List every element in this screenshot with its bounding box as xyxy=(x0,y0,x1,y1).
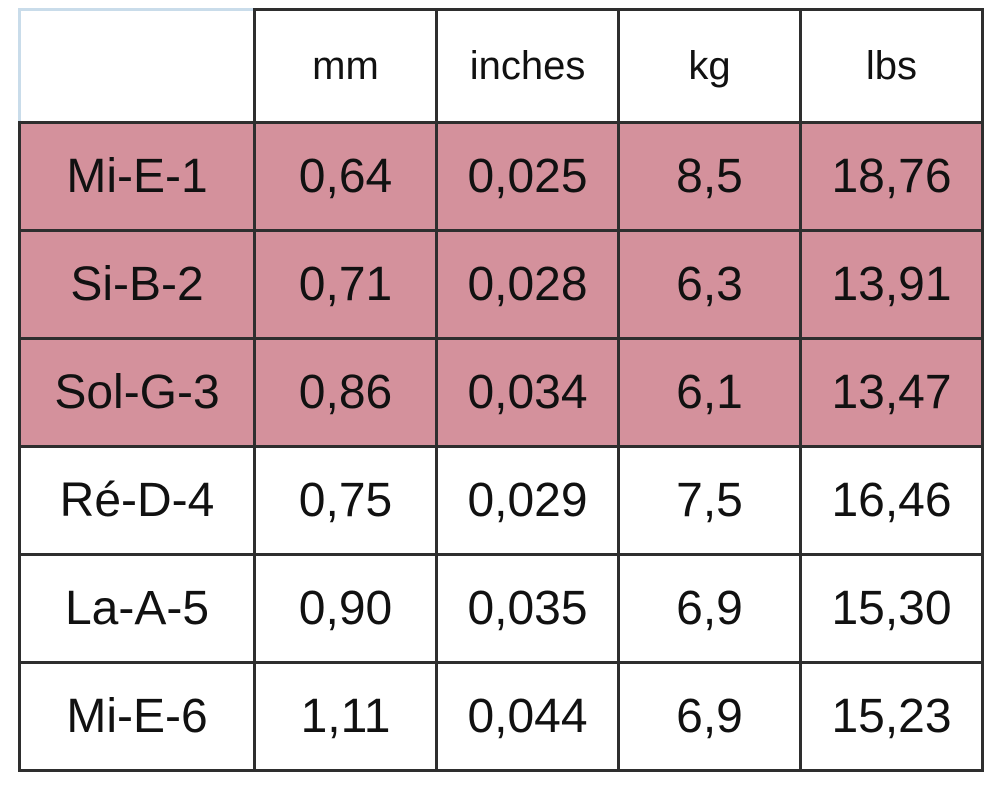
table-row: Mi-E-1 0,64 0,025 8,5 18,76 xyxy=(18,121,984,232)
header-cell: mm xyxy=(253,8,438,124)
value-cell: 0,75 xyxy=(253,445,438,556)
value-cell: 8,5 xyxy=(617,121,802,232)
value-cell: 0,025 xyxy=(435,121,620,232)
row-label: Ré-D-4 xyxy=(18,445,256,556)
table-row: Si-B-2 0,71 0,028 6,3 13,91 xyxy=(18,229,984,340)
value-cell: 0,90 xyxy=(253,553,438,664)
value-cell: 13,91 xyxy=(799,229,984,340)
value-cell: 0,028 xyxy=(435,229,620,340)
value-cell: 15,23 xyxy=(799,661,984,772)
header-row: mm inches kg lbs xyxy=(18,8,984,124)
header-cell: lbs xyxy=(799,8,984,124)
row-label: Mi-E-1 xyxy=(18,121,256,232)
data-table: mm inches kg lbs Mi-E-1 0,64 0,025 8,5 18,76 Si-… xyxy=(18,8,984,772)
corner-cell xyxy=(18,8,256,124)
value-cell: 6,1 xyxy=(617,337,802,448)
value-cell: 6,3 xyxy=(617,229,802,340)
value-cell: 0,86 xyxy=(253,337,438,448)
value-cell: 0,035 xyxy=(435,553,620,664)
value-cell: 15,30 xyxy=(799,553,984,664)
value-cell: 13,47 xyxy=(799,337,984,448)
value-cell: 0,044 xyxy=(435,661,620,772)
table-row: Ré-D-4 0,75 0,029 7,5 16,46 xyxy=(18,445,984,556)
header-cell: kg xyxy=(617,8,802,124)
value-cell: 0,64 xyxy=(253,121,438,232)
table-row: La-A-5 0,90 0,035 6,9 15,30 xyxy=(18,553,984,664)
value-cell: 16,46 xyxy=(799,445,984,556)
row-label: La-A-5 xyxy=(18,553,256,664)
value-cell: 0,029 xyxy=(435,445,620,556)
value-cell: 0,71 xyxy=(253,229,438,340)
value-cell: 7,5 xyxy=(617,445,802,556)
value-cell: 6,9 xyxy=(617,661,802,772)
row-label: Mi-E-6 xyxy=(18,661,256,772)
table-row: Mi-E-6 1,11 0,044 6,9 15,23 xyxy=(18,661,984,772)
value-cell: 6,9 xyxy=(617,553,802,664)
table-container: mm inches kg lbs Mi-E-1 0,64 0,025 8,5 18,76 Si-… xyxy=(18,8,984,772)
value-cell: 18,76 xyxy=(799,121,984,232)
table-row: Sol-G-3 0,86 0,034 6,1 13,47 xyxy=(18,337,984,448)
value-cell: 1,11 xyxy=(253,661,438,772)
header-cell: inches xyxy=(435,8,620,124)
row-label: Sol-G-3 xyxy=(18,337,256,448)
value-cell: 0,034 xyxy=(435,337,620,448)
row-label: Si-B-2 xyxy=(18,229,256,340)
